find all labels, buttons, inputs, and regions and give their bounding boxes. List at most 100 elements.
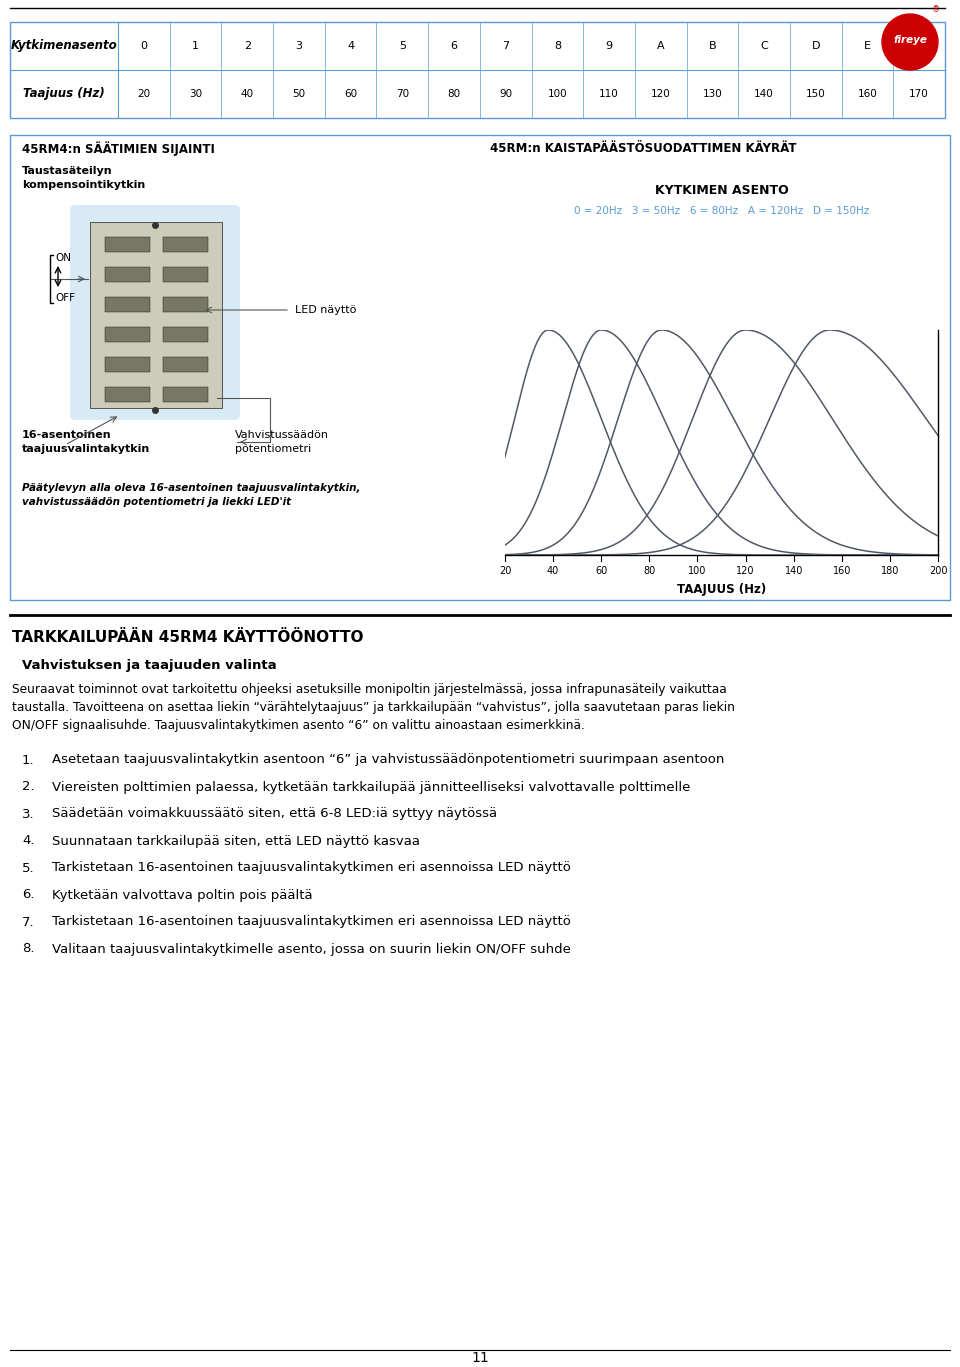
Text: 2.: 2. — [22, 781, 35, 793]
Text: 4: 4 — [347, 41, 354, 51]
Text: 5.: 5. — [22, 861, 35, 875]
Text: TAAJUUS (Hz): TAAJUUS (Hz) — [677, 584, 766, 596]
Text: Valitaan taajuusvalintakytkimelle asento, jossa on suurin liekin ON/OFF suhde: Valitaan taajuusvalintakytkimelle asento… — [52, 942, 571, 956]
Text: LED näyttö: LED näyttö — [295, 305, 356, 314]
Bar — [163, 387, 208, 402]
Text: 6.: 6. — [22, 889, 35, 901]
Text: 100: 100 — [547, 89, 567, 98]
Text: A: A — [657, 41, 664, 51]
Text: Viereisten polttimien palaessa, kytketään tarkkailupää jännitteelliseksi valvott: Viereisten polttimien palaessa, kytketää… — [52, 781, 690, 793]
Text: ON: ON — [55, 253, 71, 262]
Bar — [90, 221, 222, 407]
Text: B: B — [708, 41, 716, 51]
Bar — [105, 236, 150, 252]
Text: 8.: 8. — [22, 942, 35, 956]
Text: 16-asentoinen: 16-asentoinen — [22, 431, 111, 440]
Text: Säädetään voimakkuussäätö siten, että 6-8 LED:iä syttyy näytössä: Säädetään voimakkuussäätö siten, että 6-… — [52, 808, 497, 820]
Text: E: E — [864, 41, 871, 51]
FancyBboxPatch shape — [70, 205, 240, 420]
Bar — [163, 267, 208, 282]
Text: 20: 20 — [137, 89, 151, 98]
Text: 170: 170 — [909, 89, 929, 98]
Bar — [163, 327, 208, 342]
Text: Taajuus (Hz): Taajuus (Hz) — [23, 87, 105, 101]
Text: 45RM:n KAISTAPÄÄSTÖSUODATTIMEN KÄYRÄT: 45RM:n KAISTAPÄÄSTÖSUODATTIMEN KÄYRÄT — [490, 142, 797, 156]
Text: 80: 80 — [643, 566, 656, 576]
Text: 0 = 20Hz   3 = 50Hz   6 = 80Hz   A = 120Hz   D = 150Hz: 0 = 20Hz 3 = 50Hz 6 = 80Hz A = 120Hz D =… — [574, 206, 869, 216]
Text: taustalla. Tavoitteena on asettaa liekin “värähtelytaajuus” ja tarkkailupään “va: taustalla. Tavoitteena on asettaa liekin… — [12, 701, 734, 715]
Text: 6: 6 — [450, 41, 458, 51]
Text: potentiometri: potentiometri — [235, 444, 311, 454]
Text: OFF: OFF — [55, 293, 75, 303]
Text: 7: 7 — [502, 41, 509, 51]
Text: ®: ® — [932, 5, 940, 15]
Text: ON/OFF signaalisuhde. Taajuusvalintakytkimen asento “6” on valittu ainoastaan es: ON/OFF signaalisuhde. Taajuusvalintakytk… — [12, 719, 585, 733]
Text: 110: 110 — [599, 89, 619, 98]
Bar — [10, 22, 945, 118]
Text: 150: 150 — [805, 89, 826, 98]
Text: 40: 40 — [547, 566, 560, 576]
Text: 9: 9 — [606, 41, 612, 51]
Text: 50: 50 — [293, 89, 305, 98]
Text: 1: 1 — [192, 41, 199, 51]
Bar — [10, 135, 950, 600]
Text: 11: 11 — [471, 1351, 489, 1366]
Text: 160: 160 — [857, 89, 877, 98]
Text: 160: 160 — [832, 566, 851, 576]
Text: 8: 8 — [554, 41, 561, 51]
Text: 100: 100 — [688, 566, 707, 576]
Text: kompensointikytkin: kompensointikytkin — [22, 180, 145, 190]
Bar — [105, 267, 150, 282]
Bar — [105, 387, 150, 402]
Text: 1.: 1. — [22, 753, 35, 767]
Text: Taustasäteilyn: Taustasäteilyn — [22, 165, 112, 176]
Text: 120: 120 — [651, 89, 671, 98]
Text: Vahvistuksen ja taajuuden valinta: Vahvistuksen ja taajuuden valinta — [22, 659, 276, 671]
Text: fireye: fireye — [893, 36, 927, 45]
Text: Suunnataan tarkkailupää siten, että LED näyttö kasvaa: Suunnataan tarkkailupää siten, että LED … — [52, 834, 420, 848]
Text: 140: 140 — [755, 89, 774, 98]
Text: 5: 5 — [398, 41, 406, 51]
Text: 80: 80 — [447, 89, 461, 98]
Bar — [163, 357, 208, 372]
Bar — [163, 236, 208, 252]
Text: 70: 70 — [396, 89, 409, 98]
Text: 90: 90 — [499, 89, 513, 98]
Bar — [163, 297, 208, 312]
Text: 4.: 4. — [22, 834, 35, 848]
Text: 60: 60 — [595, 566, 608, 576]
Text: vahvistussäädön potentiometri ja liekki LED'it: vahvistussäädön potentiometri ja liekki … — [22, 498, 291, 507]
Text: Kytkimenasento: Kytkimenasento — [11, 40, 117, 52]
Text: 7.: 7. — [22, 916, 35, 928]
Text: 0: 0 — [140, 41, 147, 51]
Text: D: D — [811, 41, 820, 51]
Text: 200: 200 — [928, 566, 948, 576]
Text: 140: 140 — [784, 566, 803, 576]
Bar — [105, 357, 150, 372]
Text: Tarkistetaan 16-asentoinen taajuusvalintakytkimen eri asennoissa LED näyttö: Tarkistetaan 16-asentoinen taajuusvalint… — [52, 861, 571, 875]
Text: C: C — [760, 41, 768, 51]
Text: 120: 120 — [736, 566, 755, 576]
Text: KYTKIMEN ASENTO: KYTKIMEN ASENTO — [655, 183, 788, 197]
Text: Seuraavat toiminnot ovat tarkoitettu ohjeeksi asetuksille monipoltin järjestelmä: Seuraavat toiminnot ovat tarkoitettu ohj… — [12, 684, 727, 697]
Text: 2: 2 — [244, 41, 251, 51]
Text: Tarkistetaan 16-asentoinen taajuusvalintakytkimen eri asennoissa LED näyttö: Tarkistetaan 16-asentoinen taajuusvalint… — [52, 916, 571, 928]
Text: Kytketään valvottava poltin pois päältä: Kytketään valvottava poltin pois päältä — [52, 889, 313, 901]
Text: 45RM4:n SÄÄTIMIEN SIJAINTI: 45RM4:n SÄÄTIMIEN SIJAINTI — [22, 142, 215, 156]
Text: Päätylevyn alla oleva 16-asentoinen taajuusvalintakytkin,: Päätylevyn alla oleva 16-asentoinen taaj… — [22, 483, 361, 493]
Circle shape — [882, 14, 938, 70]
Text: F: F — [916, 41, 923, 51]
Text: 20: 20 — [499, 566, 511, 576]
Text: Vahvistussäädön: Vahvistussäädön — [235, 431, 329, 440]
Text: 30: 30 — [189, 89, 203, 98]
Text: TARKKAILUPÄÄN 45RM4 KÄYTTÖÖNOTTO: TARKKAILUPÄÄN 45RM4 KÄYTTÖÖNOTTO — [12, 630, 364, 645]
Bar — [105, 297, 150, 312]
Text: 3: 3 — [296, 41, 302, 51]
Text: 180: 180 — [880, 566, 900, 576]
Text: 130: 130 — [703, 89, 722, 98]
Text: Asetetaan taajuusvalintakytkin asentoon “6” ja vahvistussäädönpotentiometri suur: Asetetaan taajuusvalintakytkin asentoon … — [52, 753, 725, 767]
Text: 3.: 3. — [22, 808, 35, 820]
Bar — [105, 327, 150, 342]
Text: taajuusvalintakytkin: taajuusvalintakytkin — [22, 444, 151, 454]
Text: 40: 40 — [241, 89, 253, 98]
